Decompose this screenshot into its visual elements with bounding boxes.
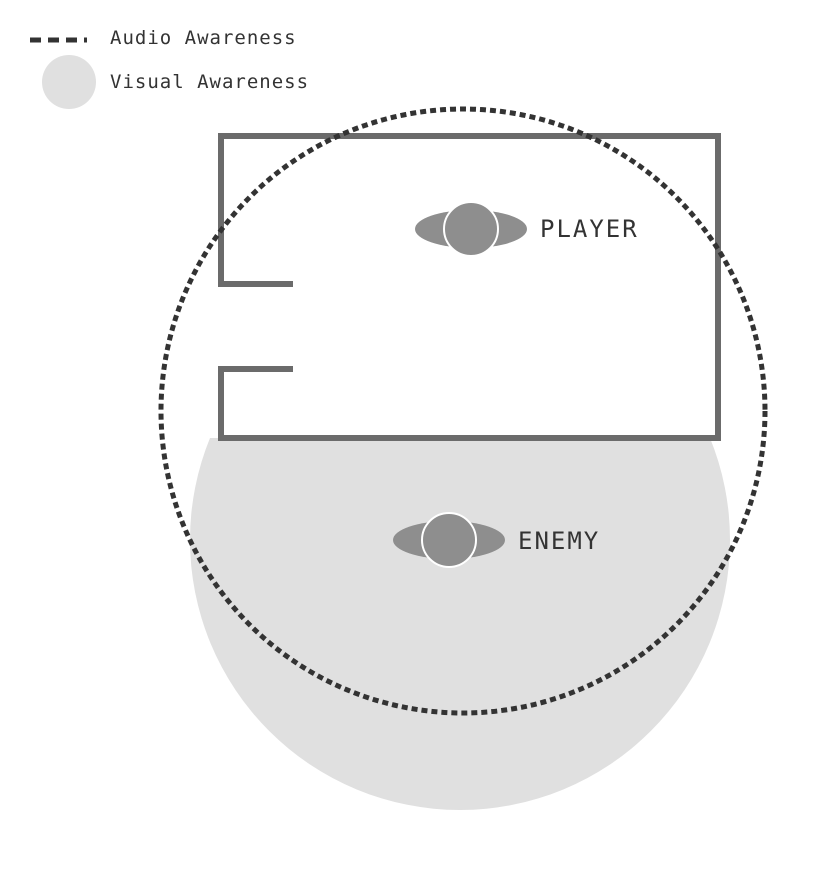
enemy-head [421,512,477,568]
room-walls [218,133,721,441]
visual-legend-swatch [42,55,96,109]
enemy-label: ENEMY [518,527,600,555]
audio-awareness-circle [158,106,768,716]
player-token [415,201,527,257]
player-head [443,201,499,257]
visual-awareness-area [190,438,730,810]
player-label: PLAYER [540,215,639,243]
room-wall-main [218,133,721,441]
legend: Audio Awareness Visual Awareness [30,27,309,109]
visual-legend-label: Visual Awareness [110,71,309,93]
audio-legend-label: Audio Awareness [110,27,297,49]
enemy-token [393,512,505,568]
